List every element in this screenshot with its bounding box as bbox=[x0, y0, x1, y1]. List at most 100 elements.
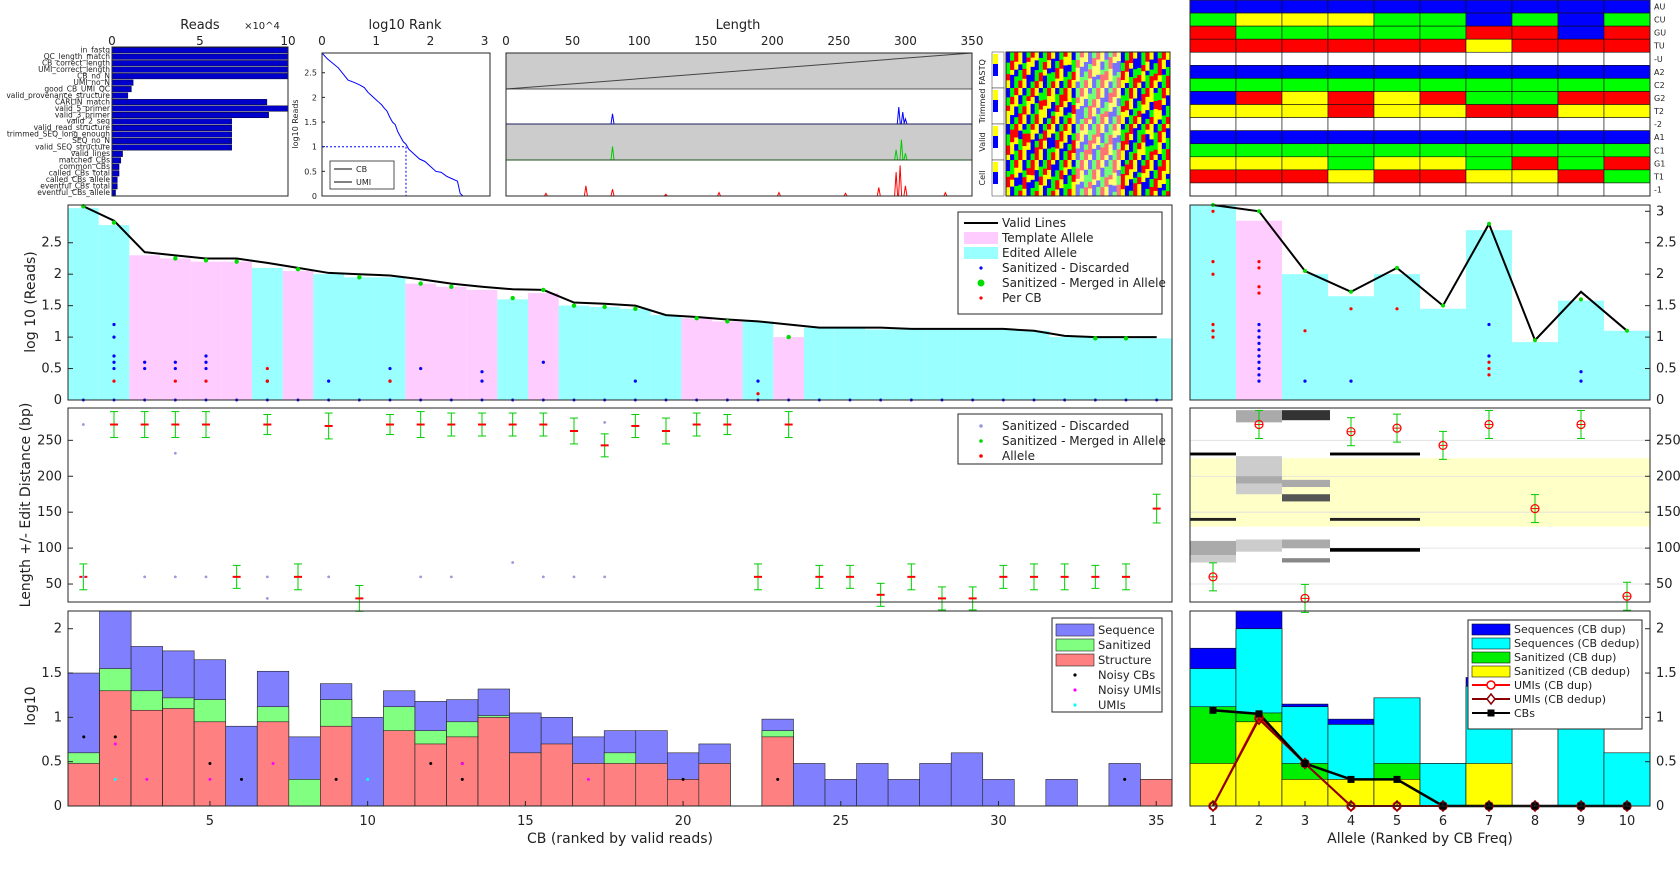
reads-bar bbox=[111, 73, 289, 80]
heatmap-cell bbox=[1083, 174, 1089, 188]
heatmap-cell bbox=[1014, 61, 1019, 70]
heatmap-cell bbox=[1096, 107, 1101, 115]
reads-bar bbox=[111, 131, 232, 138]
heatmap-cell bbox=[1137, 160, 1142, 173]
allele-matrix-cell bbox=[1189, 169, 1237, 184]
heatmap-cell bbox=[1120, 189, 1126, 197]
heatmap-cell bbox=[1165, 75, 1171, 89]
heatmap-cell bbox=[1129, 169, 1134, 180]
allele-matrix-cell bbox=[1511, 91, 1559, 105]
main-bot-xtick-label: 25 bbox=[833, 814, 850, 829]
allele-matrix-cell bbox=[1327, 78, 1375, 92]
right-top-ytick-label: 0.5 bbox=[1656, 362, 1677, 377]
right-bot-legend-key bbox=[1486, 680, 1496, 690]
main-bot-seq-bar bbox=[351, 717, 384, 807]
main-top-discarded-dot bbox=[541, 360, 545, 364]
heatmap-cell bbox=[1145, 160, 1150, 170]
heatmap-cell bbox=[1026, 149, 1031, 161]
heatmap-cell bbox=[1157, 58, 1163, 76]
main-top-ytick-label: 2.5 bbox=[41, 236, 62, 251]
heatmap-cell bbox=[1083, 118, 1089, 125]
allele-matrix-cell bbox=[1189, 12, 1237, 27]
heatmap-cell bbox=[1141, 165, 1146, 174]
heatmap-cell bbox=[1034, 114, 1040, 125]
heatmap-cell bbox=[1141, 71, 1146, 82]
main-top-merged-dot bbox=[234, 259, 239, 264]
main-top-bar bbox=[436, 286, 467, 400]
main-top-merged-dot bbox=[510, 295, 515, 301]
main-top-merged-dot bbox=[357, 275, 362, 280]
main-bot-str-bar bbox=[477, 717, 510, 807]
reads-row-label: common_CBs bbox=[59, 162, 110, 171]
heatmap-cell bbox=[1149, 69, 1154, 77]
heatmap-cell bbox=[1088, 69, 1093, 79]
heatmap-cell bbox=[1145, 88, 1150, 98]
main-bot-noisyumi-dot bbox=[145, 777, 149, 781]
heatmap-cell bbox=[1120, 70, 1126, 81]
heatmap-cell bbox=[1063, 184, 1068, 197]
heatmap-cell bbox=[1104, 186, 1109, 197]
reads-bar bbox=[111, 60, 289, 67]
allele-matrix-row-label: CU bbox=[1654, 16, 1666, 25]
main-mid-legend-label: Sanitized - Discarded bbox=[1002, 419, 1129, 433]
allele-matrix-cell bbox=[1189, 25, 1237, 40]
main-mid-discarded-dot bbox=[419, 575, 423, 579]
heatmap-cell bbox=[1161, 115, 1167, 125]
reads-bar bbox=[111, 118, 232, 125]
heatmap-side-mark bbox=[993, 54, 998, 64]
right-bot-xtick-label: 7 bbox=[1485, 814, 1493, 829]
main-bot-ylabel: log10 bbox=[23, 686, 39, 725]
allele-matrix-cell bbox=[1281, 91, 1329, 105]
right-bot-xtick-label: 5 bbox=[1393, 814, 1401, 829]
heatmap-cell bbox=[1030, 66, 1035, 82]
heatmap-cell bbox=[1071, 174, 1076, 183]
heatmap-cell bbox=[1042, 124, 1048, 131]
right-bot-xtick-label: 1 bbox=[1209, 814, 1217, 829]
heatmap-cell bbox=[1141, 104, 1146, 114]
heatmap-cell bbox=[1047, 96, 1052, 109]
main-bot-legend-key bbox=[1055, 638, 1095, 652]
allele-matrix-cell bbox=[1235, 182, 1283, 197]
heatmap-cell bbox=[1006, 124, 1011, 135]
length-xtick-label: 100 bbox=[628, 34, 651, 48]
heatmap-cell bbox=[1092, 88, 1097, 100]
reads-bar bbox=[111, 99, 268, 106]
legend-key-cyan bbox=[964, 247, 998, 259]
main-mid-discarded-dot bbox=[81, 575, 85, 579]
heatmap-cell bbox=[1075, 103, 1081, 110]
heatmap-cell bbox=[1006, 134, 1011, 146]
length-xtick-label: 350 bbox=[961, 34, 984, 48]
main-top-percb-dot bbox=[112, 379, 116, 383]
main-bot-xtick-label: 20 bbox=[675, 814, 692, 829]
right-top-ytick-label: 1.5 bbox=[1656, 299, 1677, 314]
heatmap-cell bbox=[1055, 160, 1060, 171]
heatmap-cell bbox=[1100, 113, 1105, 125]
heatmap-cell bbox=[1092, 160, 1097, 170]
heatmap-cell bbox=[1129, 124, 1134, 135]
main-top-legend-label: Sanitized - Discarded bbox=[1002, 261, 1129, 275]
heatmap-cell bbox=[1145, 129, 1150, 135]
heatmap-cell bbox=[1071, 140, 1076, 154]
reads-bar bbox=[111, 189, 116, 196]
heatmap-cell bbox=[1006, 171, 1011, 178]
length-cell-spikes bbox=[506, 165, 972, 197]
main-top-ytick-label: 2 bbox=[54, 267, 62, 282]
heatmap-cell bbox=[1096, 59, 1101, 76]
heatmap-cell bbox=[1063, 160, 1068, 168]
heatmap-cell bbox=[1100, 132, 1105, 144]
allele-matrix-cell bbox=[1465, 182, 1513, 197]
allele-matrix-cell bbox=[1235, 0, 1283, 14]
heatmap-cell bbox=[1071, 52, 1076, 61]
rank-ylabel: log10 Reads bbox=[291, 99, 300, 148]
allele-matrix-cell bbox=[1511, 65, 1559, 79]
heatmap-cell bbox=[1088, 160, 1093, 170]
heatmap-cell bbox=[1153, 101, 1158, 110]
main-mid-discarded-dot bbox=[603, 420, 607, 424]
heatmap-cell bbox=[1088, 52, 1093, 65]
heatmap-cell bbox=[1022, 133, 1027, 147]
allele-matrix-cell bbox=[1281, 117, 1329, 131]
main-top-merged-dot bbox=[418, 281, 423, 286]
heatmap-cell bbox=[1051, 52, 1056, 60]
heatmap-cell bbox=[1067, 169, 1072, 176]
heatmap-cell bbox=[1067, 52, 1072, 66]
